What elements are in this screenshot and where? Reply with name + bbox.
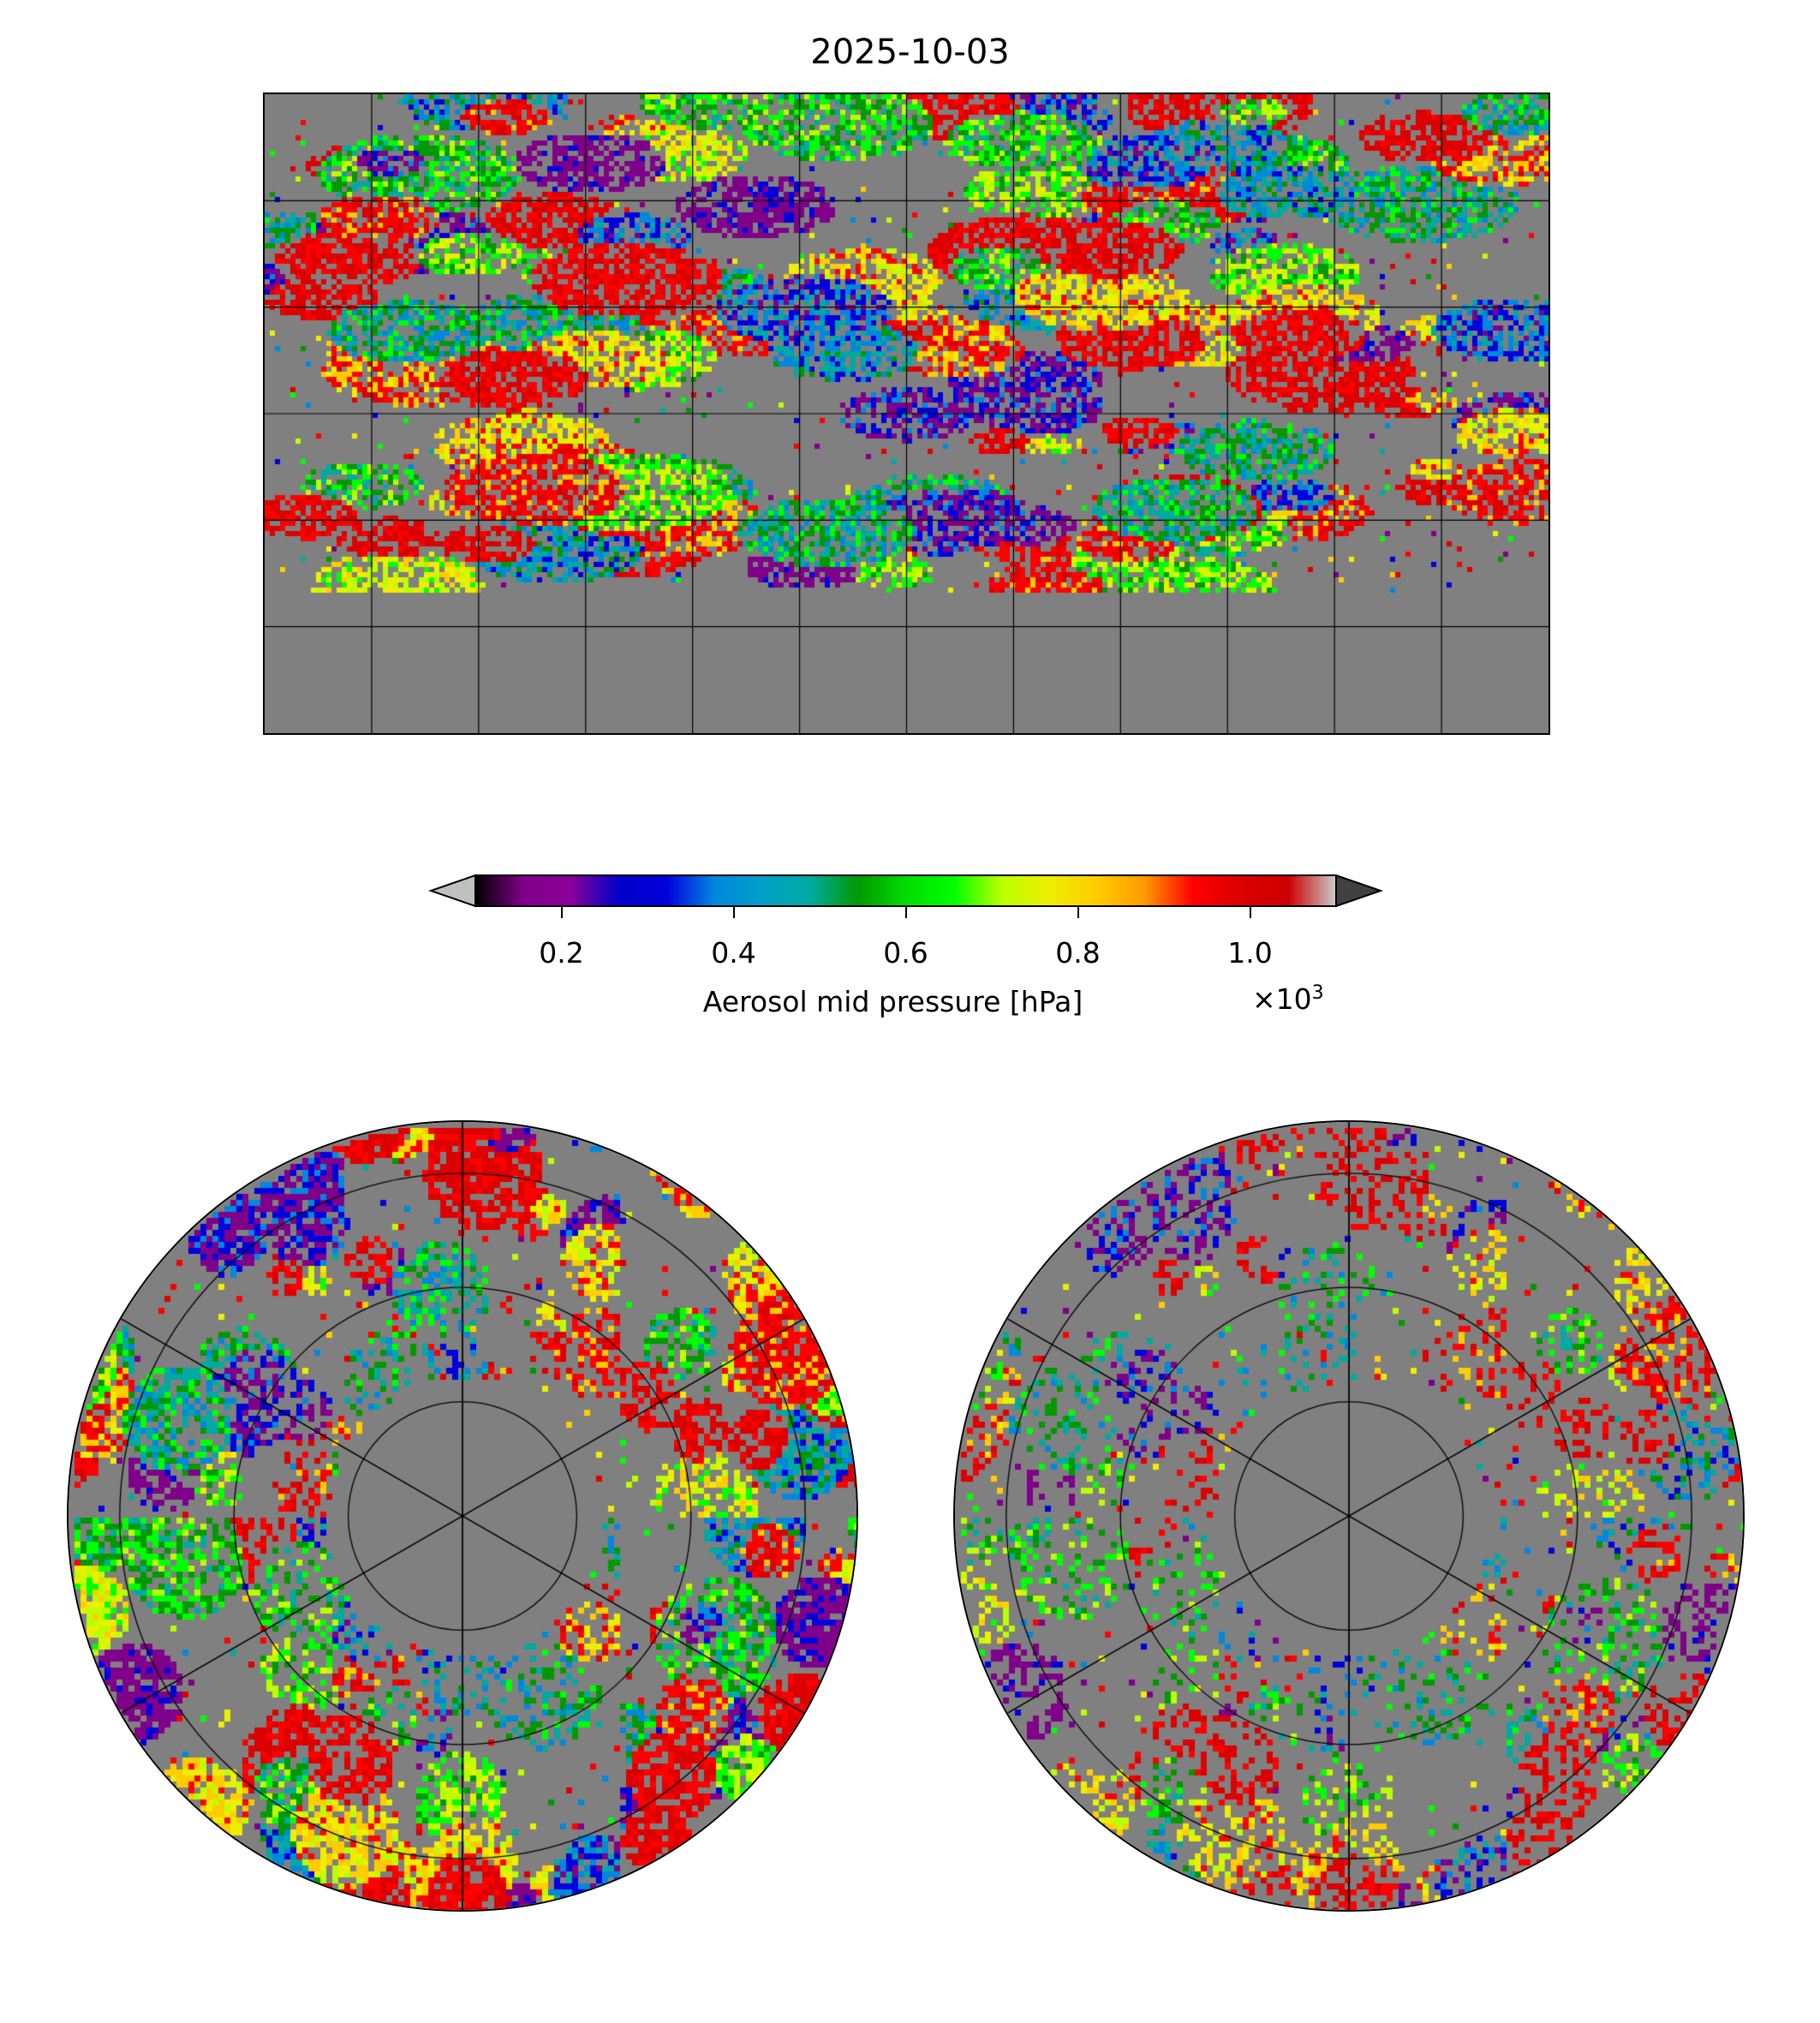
colorbar-tick	[904, 906, 907, 918]
colorbar-over-extension	[1335, 874, 1384, 908]
north-polar-map	[67, 1120, 858, 1912]
colorbar-tick-label: 1.0	[1227, 936, 1273, 970]
colorbar-tick-label: 0.6	[883, 936, 928, 970]
colorbar-under-extension	[427, 874, 476, 908]
colorbar	[427, 869, 1396, 912]
colorbar-tick	[560, 906, 563, 918]
chart-title: 2025-10-03	[810, 33, 1010, 72]
colorbar-label: Aerosol mid pressure [hPa]	[702, 985, 1083, 1018]
colorbar-gradient	[474, 874, 1337, 907]
colorbar-svg	[427, 874, 1384, 908]
multiplier-base: ×10	[1252, 982, 1312, 1016]
global-map-pixels	[265, 94, 1548, 733]
colorbar-tick-label: 0.2	[539, 936, 584, 970]
south-polar-map	[953, 1120, 1745, 1912]
south-polar-pixels	[955, 1122, 1743, 1910]
colorbar-tick-label: 0.4	[711, 936, 756, 970]
colorbar-multiplier: ×103	[1252, 982, 1324, 1016]
colorbar-tick	[1249, 906, 1251, 918]
colorbar-tick	[732, 906, 735, 918]
colorbar-tick-label: 0.8	[1055, 936, 1101, 970]
global-map	[263, 92, 1550, 735]
colorbar-tick	[1077, 906, 1079, 918]
multiplier-exponent: 3	[1311, 982, 1324, 1004]
north-polar-pixels	[69, 1122, 856, 1910]
